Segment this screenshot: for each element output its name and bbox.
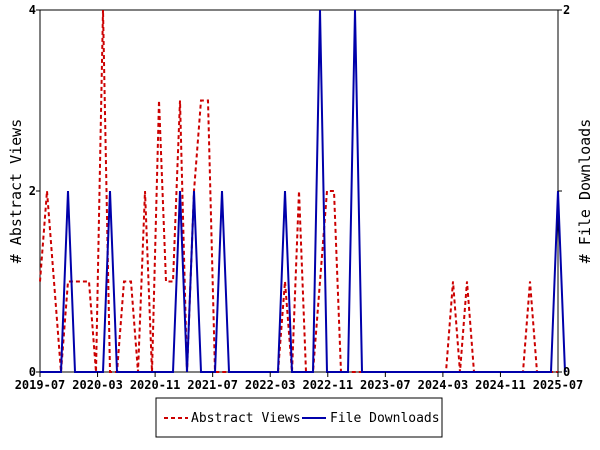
- x-tick-label: 2024-03: [418, 378, 469, 392]
- x-tick-label: 2019-07: [15, 378, 66, 392]
- y-axis-left-title: # Abstract Views: [7, 119, 25, 264]
- x-tick-label: 2024-11: [475, 378, 526, 392]
- y-left-tick-label: 0: [29, 365, 36, 379]
- x-tick-label: 2021-07: [187, 378, 238, 392]
- legend: Abstract Views File Downloads: [155, 397, 443, 438]
- ticks-layer: 2019-07 2020-03 2020-11 2021-07 2022-03 2022-…: [15, 3, 584, 392]
- y-left-tick-label: 2: [29, 184, 36, 198]
- legend-label-abstract-views: Abstract Views: [191, 411, 301, 426]
- x-tick-label: 2020-03: [72, 378, 123, 392]
- x-tick-label: 2022-11: [302, 378, 353, 392]
- x-tick-label: 2020-11: [130, 378, 181, 392]
- x-tick-label: 2025-07: [533, 378, 584, 392]
- y-left-tick-label: 4: [29, 3, 36, 17]
- series-line-file-downloads: [40, 9, 566, 373]
- x-tick-label: 2023-07: [360, 378, 411, 392]
- y-right-tick-label: 2: [563, 3, 570, 17]
- y-right-tick-label: 0: [563, 365, 570, 379]
- y-axis-right-title: # File Downloads: [576, 119, 594, 264]
- legend-label-file-downloads: File Downloads: [330, 411, 440, 426]
- series-layer: [39, 9, 566, 373]
- legend-box: [155, 397, 443, 438]
- series-line-abstract-views: [39, 9, 558, 373]
- x-tick-label: 2022-03: [245, 378, 296, 392]
- plot-area: [39, 9, 559, 373]
